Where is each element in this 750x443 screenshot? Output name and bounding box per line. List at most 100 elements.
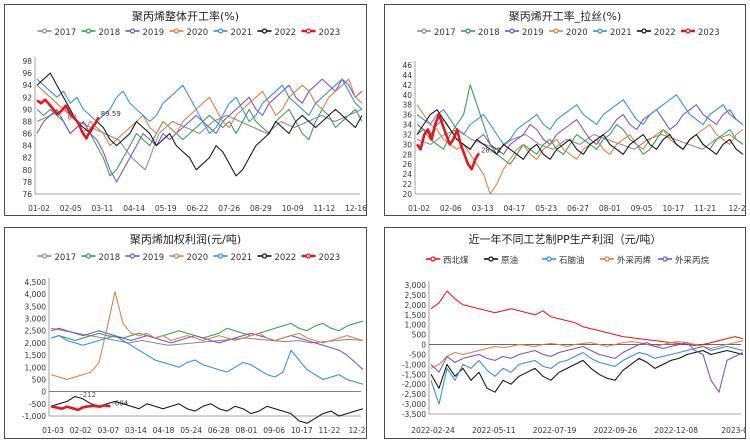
series-line: [415, 113, 481, 171]
y-tick-label: 1,000: [405, 321, 427, 330]
legend-item: 2022: [257, 28, 296, 38]
chart-panel-weighted-profit: 聚丙烯加权利润(元/吨) 2017 2018 2019 2020 2021 2022 2023…: [4, 227, 367, 439]
legend-item: 2018: [461, 28, 500, 38]
chart-title: 近一年不同工艺制PP生产利润（元/吨）: [469, 232, 662, 246]
x-tick-label: 2022-12-08: [654, 426, 698, 435]
x-tick-label: 04-14: [123, 204, 145, 213]
chart-panel-overall-rate: 聚丙烯整体开工率(%) 2017 2018 2019 2020 2021 2022 2023 7…: [4, 4, 367, 216]
y-tick-label: 24: [402, 170, 412, 179]
x-tick-label: 11-21: [694, 204, 716, 213]
x-tick-label: 2022-07-19: [533, 426, 577, 435]
legend-item: 2019: [505, 28, 544, 38]
svg-text:2021: 2021: [231, 253, 253, 263]
x-tick-label: 05-19: [155, 204, 177, 213]
x-tick-label: 04-18: [153, 426, 175, 435]
svg-text:2023: 2023: [698, 28, 720, 38]
x-tick-label: 04-17: [504, 204, 526, 213]
x-tick-label: 08-29: [250, 204, 272, 213]
legend-item: 2021: [593, 28, 632, 38]
svg-text:2020: 2020: [187, 253, 209, 263]
series-line: [416, 94, 744, 145]
y-tick-label: 0: [421, 341, 426, 350]
series-line: [430, 345, 744, 405]
y-tick-label: -2,500: [402, 390, 426, 399]
y-tick-label: 80: [22, 166, 32, 175]
series-line: [36, 78, 363, 183]
series-line: [36, 78, 363, 147]
y-tick-label: 76: [22, 190, 32, 199]
y-tick-label: 1,500: [405, 311, 427, 320]
legend-item: 2017: [37, 28, 76, 38]
x-tick-label: 02-06: [440, 204, 462, 213]
x-tick-label: 2023-02: [721, 426, 745, 435]
legend-item: 2023: [301, 253, 340, 263]
series-line: [416, 109, 744, 160]
x-tick-label: 05-24: [180, 426, 202, 435]
legend-item: 2017: [417, 28, 456, 38]
y-tick-label: -3,000: [402, 400, 426, 409]
y-tick-label: -2,000: [402, 380, 426, 389]
y-tick-label: -3,500: [402, 410, 426, 419]
x-tick-label: 08-01: [599, 204, 621, 213]
x-tick-label: 12-2: [348, 426, 365, 435]
y-tick-label: 34: [402, 121, 412, 130]
svg-text:外采丙烷: 外采丙烷: [675, 255, 710, 266]
chart-svg-p4: 近一年不同工艺制PP生产利润（元/吨）西北煤 原油 石脑油 外采丙烯 外采丙烷 -3,50…: [402, 232, 750, 435]
y-tick-label: 96: [22, 69, 32, 78]
x-tick-label: 2022-05-11: [472, 426, 516, 435]
x-tick-label: 11-12: [313, 204, 335, 213]
y-tick-label: 36: [402, 111, 412, 120]
chart-title: 聚丙烯加权利润(元/吨): [130, 232, 241, 246]
end-value-label: -604: [112, 399, 128, 407]
chart-svg-p2: 聚丙烯开工率_拉丝(%) 2017 2018 2019 2020 2021 2022 2023…: [402, 9, 745, 213]
x-tick-label: 09-05: [631, 204, 653, 213]
x-tick-label: 12-16: [345, 204, 366, 213]
y-tick-label: 2,500: [25, 327, 47, 336]
svg-text:2021: 2021: [231, 28, 253, 38]
side-value-label: 88: [68, 113, 77, 121]
svg-text:2023: 2023: [319, 28, 341, 38]
y-tick-label: 4,000: [25, 290, 47, 299]
y-tick-label: 46: [402, 61, 412, 70]
x-tick-label: 09-06: [263, 426, 285, 435]
svg-text:2018: 2018: [99, 253, 121, 263]
x-tick-label: 01-02: [408, 204, 430, 213]
series-line: [50, 395, 364, 424]
y-tick-label: -500: [29, 400, 46, 409]
y-tick-label: 84: [22, 142, 32, 151]
side-value-label: -212: [80, 391, 96, 399]
svg-text:石脑油: 石脑油: [559, 255, 585, 266]
chart-svg-p3: 聚丙烯加权利润(元/吨) 2017 2018 2019 2020 2021 2022 2023…: [22, 232, 366, 435]
x-tick-label: 02-02: [70, 426, 92, 435]
y-tick-label: 1,500: [25, 351, 47, 360]
x-tick-label: 03-07: [97, 426, 119, 435]
legend-item: 2020: [169, 253, 209, 263]
y-tick-label: 92: [22, 93, 32, 102]
y-tick-label: 0: [41, 388, 46, 397]
legend-item: 原油: [484, 255, 518, 266]
y-tick-label: 44: [402, 71, 412, 80]
svg-text:2018: 2018: [99, 28, 121, 38]
x-tick-label: 11-22: [318, 426, 340, 435]
x-tick-label: 12-2: [728, 204, 745, 213]
legend-item: 2022: [257, 253, 296, 263]
y-tick-label: 32: [402, 130, 412, 139]
series-line: [50, 320, 364, 342]
legend-item: 2020: [169, 28, 208, 38]
y-tick-label: 78: [22, 178, 32, 187]
x-tick-label: 10-17: [291, 426, 313, 435]
y-tick-label: 38: [402, 101, 412, 110]
y-tick-label: -500: [409, 350, 426, 359]
y-tick-label: -1,000: [22, 412, 46, 421]
legend-item: 2017: [37, 253, 76, 263]
legend-item: 2023: [301, 28, 341, 38]
legend-item: 外采丙烯: [600, 255, 652, 266]
y-tick-label: 28: [402, 150, 412, 159]
legend-item: 2019: [125, 28, 164, 38]
y-tick-label: 42: [402, 81, 412, 90]
y-tick-label: 3,500: [25, 302, 47, 311]
series-line: [430, 349, 744, 393]
x-tick-label: 08-01: [236, 426, 258, 435]
legend-item: 2020: [549, 28, 588, 38]
series-line: [36, 108, 363, 177]
